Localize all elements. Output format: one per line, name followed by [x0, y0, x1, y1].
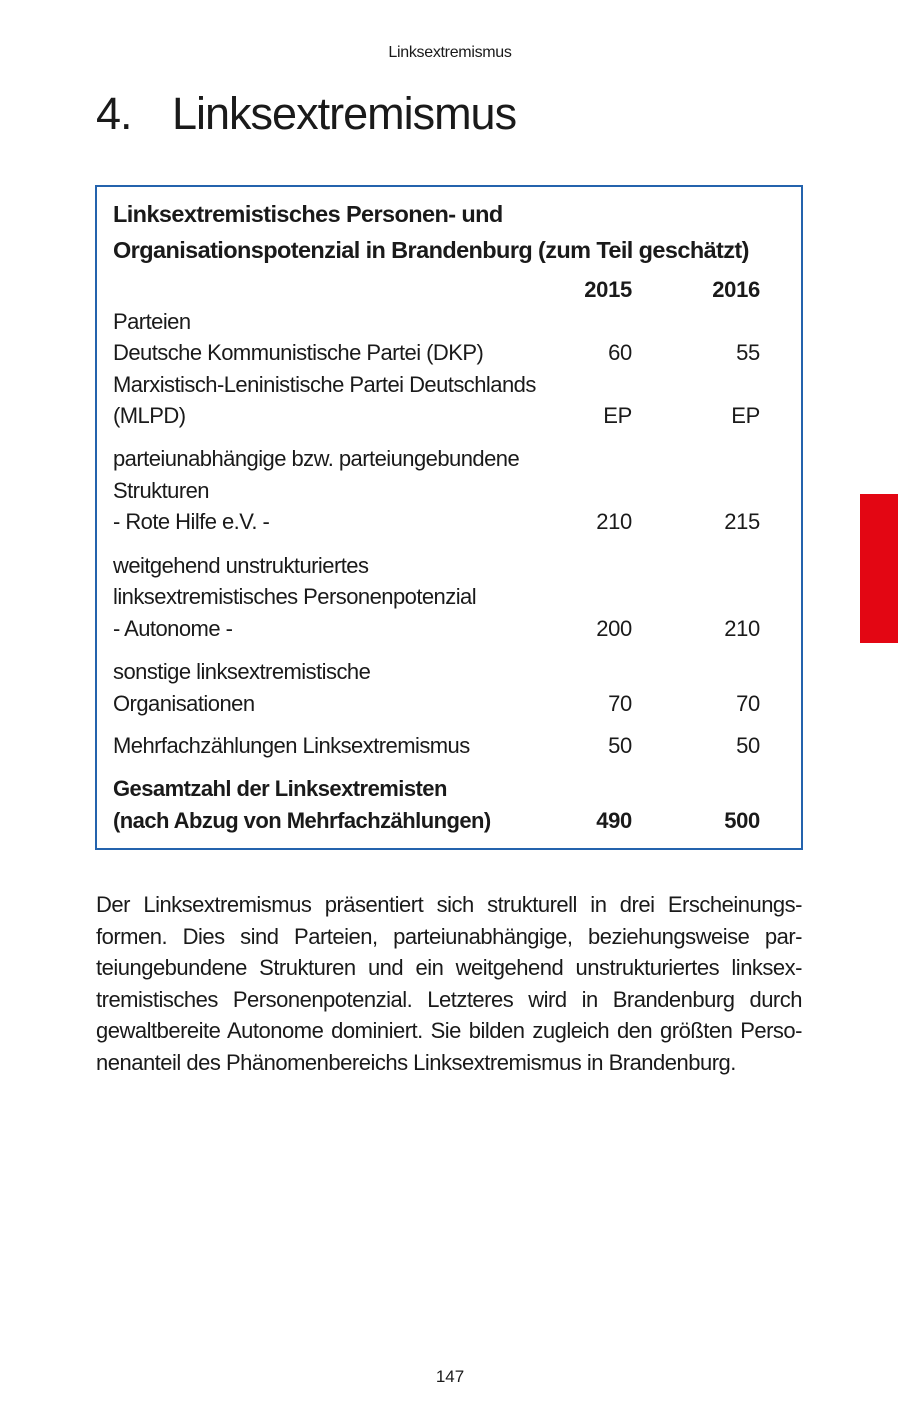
paragraph-line: teiungebundene Strukturen und ein weitge…: [96, 955, 803, 981]
row-label-line: (MLPD): [113, 403, 186, 428]
row-label-line: Mehrfachzählungen Linksextremismus: [113, 733, 470, 758]
value-2016: 210: [724, 616, 760, 641]
row-label-line: Parteien: [113, 309, 191, 334]
value-2016: 500: [724, 808, 760, 833]
row-label-line: Marxistisch-Leninistische Partei Deutsch…: [113, 372, 536, 397]
value-2016: 70: [736, 691, 760, 716]
table-title-line: Linksextremistisches Personen- und: [113, 201, 503, 227]
value-2015: 210: [596, 509, 632, 534]
paragraph-line: gewaltbereite Autonome dominiert. Sie bi…: [96, 1018, 803, 1044]
year-header-2015: 2015: [584, 277, 632, 302]
table-title-line: Organisationspotenzial in Brandenburg (z…: [113, 237, 749, 263]
statistics-box: [95, 185, 803, 850]
value-2015: 490: [596, 808, 632, 833]
value-2015: EP: [603, 403, 632, 428]
row-label-line: Organisationen: [113, 691, 255, 716]
chapter-number: 4.: [96, 88, 133, 139]
row-label-line: (nach Abzug von Mehrfachzählungen): [113, 808, 491, 833]
section-tab-marker: [860, 494, 898, 643]
row-label-line: linksextremistisches Personenpotenzial: [113, 584, 477, 609]
row-label-line: parteiunabhängige bzw. parteiungebundene: [113, 446, 520, 471]
row-label-line: weitgehend unstrukturiertes: [113, 553, 369, 578]
running-head: Linksextremismus: [388, 44, 512, 61]
year-header-2016: 2016: [712, 277, 760, 302]
paragraph-line: nenanteil des Phänomenbereichs Linksextr…: [96, 1050, 736, 1075]
paragraph-line: formen. Dies sind Parteien, parteiunabhä…: [96, 923, 803, 949]
value-2016: EP: [731, 403, 760, 428]
chapter-title: Linksextremismus: [172, 88, 517, 139]
value-2015: 70: [608, 691, 632, 716]
paragraph-line: tremistisches Personenpotenzial. Letzter…: [96, 986, 803, 1012]
paragraph-line: Der Linksextremismus präsentiert sich st…: [96, 892, 803, 917]
row-label-line: Strukturen: [113, 478, 210, 503]
value-2015: 60: [608, 340, 632, 365]
value-2016: 55: [736, 340, 760, 365]
row-label-line: sonstige linksextremistische: [113, 659, 371, 684]
value-2016: 215: [724, 509, 760, 534]
value-2015: 50: [608, 733, 632, 758]
row-label-line: Deutsche Kommunistische Partei (DKP): [113, 340, 484, 365]
value-2016: 50: [736, 733, 760, 758]
row-label-line: - Autonome -: [113, 616, 233, 641]
row-label-line: Gesamtzahl der Linksextremisten: [113, 776, 447, 801]
value-2015: 200: [596, 616, 632, 641]
page-number: 147: [435, 1367, 465, 1386]
row-label-line: - Rote Hilfe e.V. -: [113, 509, 270, 534]
